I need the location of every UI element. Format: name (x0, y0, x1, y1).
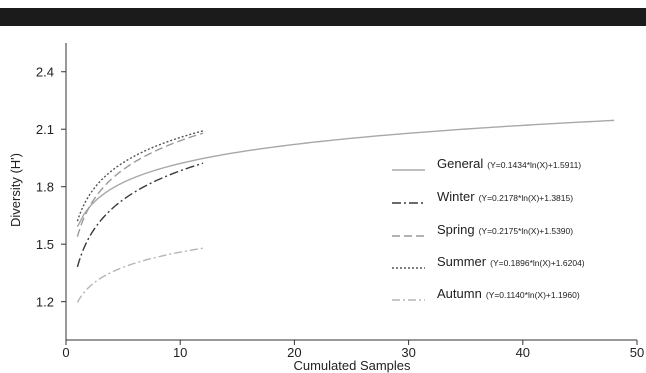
legend-label-autumn: Autumn (437, 286, 482, 301)
series-line-general (76, 119, 615, 228)
y-tick-label: 2.4 (36, 65, 54, 80)
ticks: 0 10 20 30 40 50 1.2 1.5 1.8 2.1 2.4 (36, 65, 644, 360)
legend-equation-autumn: (Y=0.1140*ln(X)+1.1960) (486, 290, 580, 300)
x-axis-title: Cumulated Samples (293, 358, 411, 373)
y-tick-label: 2.1 (36, 122, 54, 137)
x-tick-label: 50 (630, 345, 644, 360)
x-tick-label: 30 (401, 345, 415, 360)
x-tick-label: 10 (173, 345, 187, 360)
legend-label-summer: Summer (437, 254, 487, 269)
series-line-winter (76, 162, 204, 268)
legend-label-spring: Spring (437, 222, 475, 237)
x-tick-label: 20 (287, 345, 301, 360)
series-line-spring (76, 132, 204, 237)
legend-equation-winter: (Y=0.2178*ln(X)+1.3815) (479, 193, 574, 203)
legend-label-winter: Winter (437, 189, 475, 204)
y-tick-label: 1.5 (36, 237, 54, 252)
x-tick-label: 0 (62, 345, 69, 360)
x-tick-label: 40 (516, 345, 530, 360)
curves (76, 119, 615, 303)
series-line-autumn (76, 247, 204, 303)
y-axis-title: Diversity (H') (8, 153, 23, 227)
header-bar (0, 8, 646, 26)
legend-label-general: General (437, 156, 483, 171)
legend: General (Y=0.1434*ln(X)+1.5911) Winter (Y=0… (392, 156, 585, 301)
y-tick-label: 1.2 (36, 295, 54, 310)
axes (65, 43, 637, 341)
legend-equation-spring: (Y=0.2175*ln(X)+1.5390) (479, 226, 574, 236)
y-tick-label: 1.8 (36, 180, 54, 195)
legend-equation-general: (Y=0.1434*ln(X)+1.5911) (487, 160, 581, 170)
series-line-summer (76, 130, 204, 222)
legend-equation-summer: (Y=0.1896*ln(X)+1.6204) (490, 258, 585, 268)
